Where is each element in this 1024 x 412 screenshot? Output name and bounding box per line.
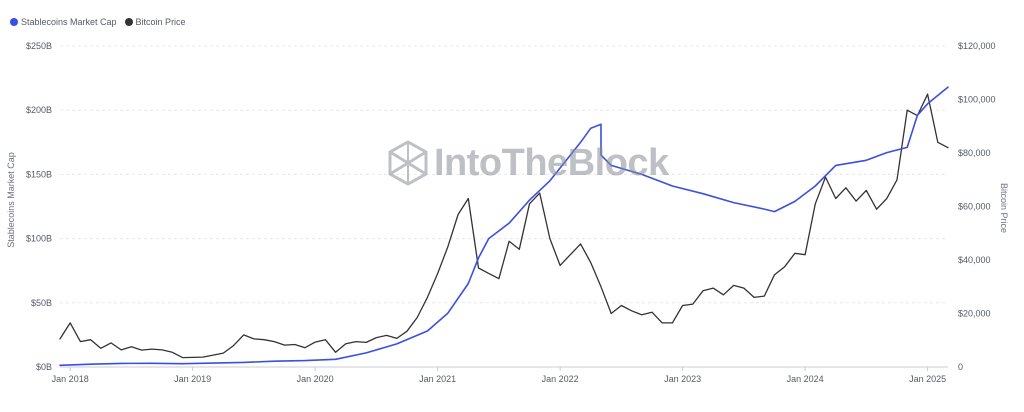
right-tick-label: $20,000 <box>958 309 991 319</box>
left-axis-title: Stablecoins Market Cap <box>6 152 16 248</box>
series-layer <box>59 86 949 367</box>
legend-item-bitcoin[interactable]: Bitcoin Price <box>124 17 186 27</box>
left-axis-ticks: $0B $50B $100B $150B $200B $250B <box>26 41 52 372</box>
legend-label-stablecoins: Stablecoins Market Cap <box>21 17 117 27</box>
intotheblock-logo-icon <box>388 140 428 186</box>
x-tick-label: Jan 2021 <box>419 374 456 384</box>
chart-legend: Stablecoins Market Cap Bitcoin Price <box>10 17 194 27</box>
x-tick-label: Jan 2023 <box>664 374 701 384</box>
x-tick-label: Jan 2024 <box>787 374 824 384</box>
legend-swatch-bitcoin <box>124 18 133 26</box>
legend-label-bitcoin: Bitcoin Price <box>135 17 186 27</box>
right-tick-label: $100,000 <box>958 95 996 105</box>
series-line-bitcoin[interactable] <box>59 93 949 359</box>
x-tick-label: Jan 2019 <box>174 374 211 384</box>
left-tick-label: $50B <box>31 298 52 308</box>
left-tick-label: $100B <box>26 234 52 244</box>
left-tick-label: $150B <box>26 169 52 179</box>
right-tick-label: $40,000 <box>958 255 991 265</box>
right-tick-label: $60,000 <box>958 202 991 212</box>
left-tick-label: $200B <box>26 105 52 115</box>
x-tick-label: Jan 2020 <box>297 374 334 384</box>
series-line-stablecoins[interactable] <box>59 86 949 367</box>
right-axis-title: Bitcoin Price <box>999 182 1009 234</box>
left-tick-label: $0B <box>36 362 52 372</box>
right-axis-ticks: 0 $20,000 $40,000 $60,000 $80,000 $100,000 $12… <box>958 41 996 372</box>
right-tick-label: $80,000 <box>958 148 991 158</box>
grid-lines <box>60 45 948 368</box>
legend-item-stablecoins[interactable]: Stablecoins Market Cap <box>10 17 117 27</box>
x-tick-label: Jan 2018 <box>52 374 89 384</box>
legend-swatch-stablecoins <box>10 18 18 26</box>
left-tick-label: $250B <box>26 41 52 51</box>
right-tick-label: 0 <box>958 362 963 372</box>
watermark-text: IntoTheBlock <box>434 141 669 184</box>
right-tick-label: $120,000 <box>958 41 996 51</box>
watermark: IntoTheBlock <box>388 140 669 186</box>
x-tick-label: Jan 2025 <box>909 374 946 384</box>
x-tick-label: Jan 2022 <box>542 374 579 384</box>
x-axis-ticks: Jan 2018 Jan 2019 Jan 2020 Jan 2021 Jan 2022… <box>52 367 946 384</box>
